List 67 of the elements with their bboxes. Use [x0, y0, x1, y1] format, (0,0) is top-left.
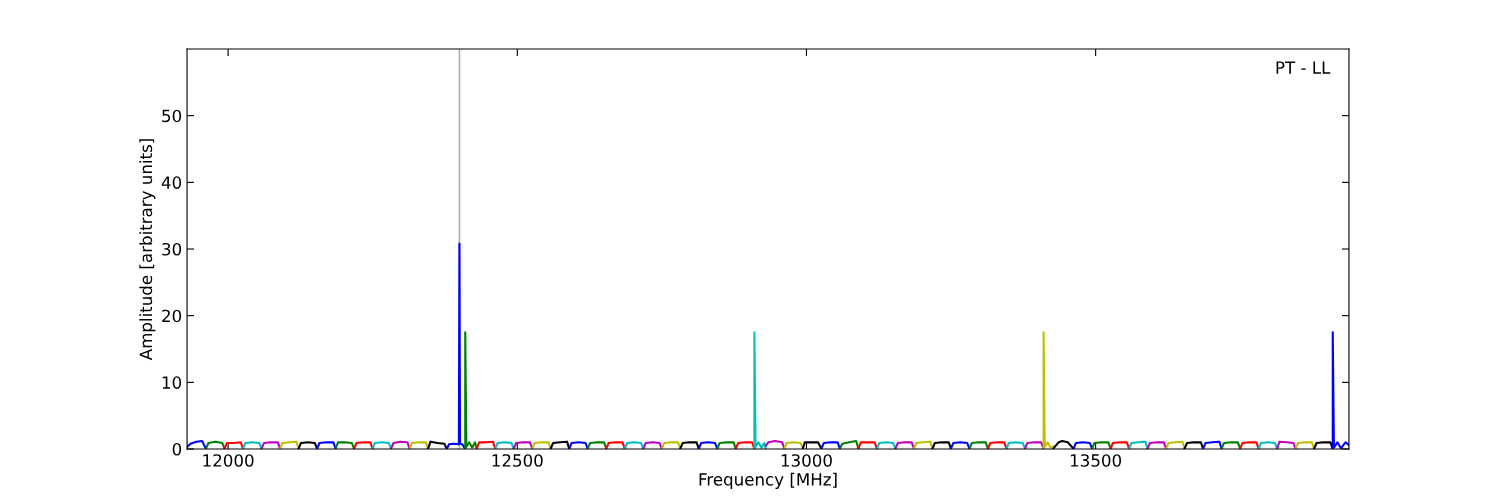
- line-series: [464, 331, 478, 449]
- line-series: [1042, 331, 1055, 449]
- x-axis-title: Frequency [MHz]: [699, 472, 837, 489]
- line-series: [334, 441, 356, 449]
- line-series: [820, 441, 842, 449]
- y-tick-label: 10: [162, 376, 182, 389]
- line-series: [1276, 440, 1297, 449]
- line-series: [968, 441, 990, 449]
- x-tick-label: 13500: [1070, 454, 1122, 467]
- line-series: [1202, 440, 1223, 449]
- line-series: [512, 441, 534, 449]
- line-series: [316, 441, 337, 449]
- line-series: [875, 441, 897, 449]
- line-series: [950, 441, 971, 449]
- line-series: [623, 441, 645, 449]
- line-series: [187, 439, 208, 449]
- line-series: [586, 441, 608, 449]
- y-tick-label: 0: [172, 442, 182, 456]
- y-axis-title: Amplitude [arbitrary units]: [139, 139, 156, 361]
- line-series: [390, 440, 411, 449]
- line-series: [1294, 441, 1316, 449]
- line-series: [475, 440, 497, 449]
- line-series: [1109, 441, 1131, 449]
- x-tick-label: 12500: [492, 454, 543, 467]
- line-series: [660, 441, 682, 449]
- line-series: [734, 441, 756, 449]
- line-series: [838, 439, 860, 449]
- x-tick-label: 12000: [203, 454, 254, 467]
- line-series: [1220, 441, 1242, 449]
- annotation: PT - LL: [1276, 61, 1331, 74]
- line-series: [1331, 331, 1349, 449]
- line-series: [279, 440, 300, 449]
- line-series: [912, 440, 934, 449]
- line-series: [531, 441, 552, 449]
- y-tick-label: 20: [162, 309, 182, 323]
- line-series: [205, 440, 226, 449]
- line-series: [1072, 441, 1094, 449]
- line-series: [445, 242, 467, 449]
- line-series: [697, 441, 719, 449]
- y-tick-label: 40: [161, 176, 182, 189]
- line-series: [1257, 441, 1279, 449]
- line-series: [894, 441, 916, 449]
- line-series: [764, 439, 786, 449]
- line-series: [371, 441, 393, 449]
- line-series: [1146, 441, 1168, 449]
- line-series: [605, 441, 626, 449]
- line-series: [1091, 441, 1112, 449]
- line-series: [223, 441, 245, 449]
- line-series: [242, 441, 263, 449]
- line-series: [987, 441, 1008, 449]
- y-tick-label: 50: [162, 109, 182, 123]
- line-series: [353, 441, 374, 449]
- line-series: [642, 441, 663, 449]
- line-series: [568, 441, 589, 449]
- line-series: [408, 441, 430, 449]
- line-series: [260, 441, 282, 449]
- line-series: [1005, 441, 1027, 449]
- line-series: [1239, 441, 1260, 449]
- line-series: [1128, 440, 1149, 449]
- y-tick-label: 30: [162, 242, 182, 256]
- x-tick-label: 13000: [781, 454, 832, 467]
- line-series: [1165, 440, 1186, 449]
- line-series: [1024, 441, 1045, 449]
- line-series: [753, 331, 768, 449]
- line-series: [783, 441, 805, 449]
- line-series: [716, 441, 737, 449]
- line-series: [494, 441, 515, 449]
